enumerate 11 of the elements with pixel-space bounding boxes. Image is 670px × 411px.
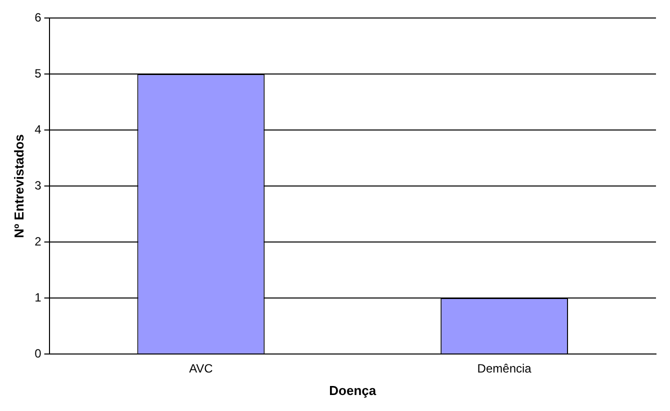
y-axis-title: Nº Entrevistados <box>11 134 26 238</box>
x-tick-label: AVC <box>189 362 214 376</box>
y-tick-label: 2 <box>34 234 42 248</box>
y-tick-label: 3 <box>34 178 42 192</box>
x-axis-title: Doença <box>329 382 377 398</box>
x-tick-label: Demência <box>477 362 532 376</box>
y-tick-label: 5 <box>34 66 42 80</box>
y-tick-label: 6 <box>34 10 42 25</box>
y-tick-label: 4 <box>34 122 42 136</box>
y-tick-label: 0 <box>34 346 42 360</box>
y-tick-label: 1 <box>34 290 42 304</box>
